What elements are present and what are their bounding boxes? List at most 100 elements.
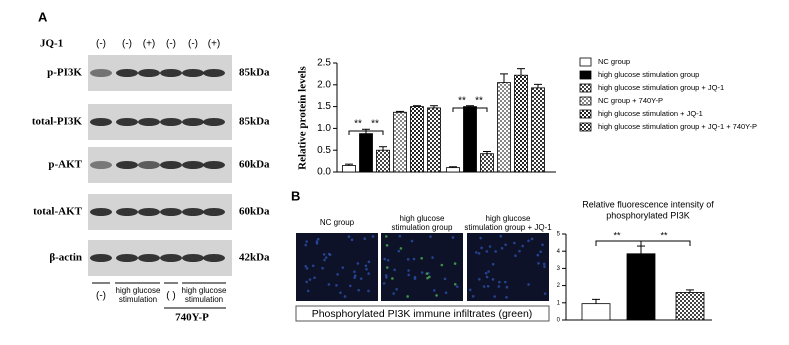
cell-dot xyxy=(353,276,356,279)
cell-dot xyxy=(341,266,345,269)
cell-dot xyxy=(444,291,448,295)
bar xyxy=(427,107,441,173)
bar xyxy=(446,167,460,173)
sig-bracket xyxy=(595,240,691,246)
fluorescence-image xyxy=(296,233,378,301)
cell-dot xyxy=(543,265,546,268)
blot-band xyxy=(160,69,182,77)
cell-dot xyxy=(491,262,495,266)
image-label: high glucose xyxy=(486,214,531,223)
cell-dot xyxy=(479,236,482,240)
bar xyxy=(581,303,611,321)
chart-title: phosphorylated PI3K xyxy=(606,210,690,220)
treatment-mark: (-) xyxy=(166,39,176,50)
blot-label: β-actin xyxy=(49,252,82,264)
blot-size: 85kDa xyxy=(239,67,270,79)
blot-band xyxy=(203,254,225,262)
bar xyxy=(410,106,424,173)
bar xyxy=(626,253,656,321)
cell-dot xyxy=(322,253,326,256)
legend-label: high glucose stimulation + JQ-1 xyxy=(598,109,703,118)
legend-swatch xyxy=(579,96,592,106)
cell-dot xyxy=(485,275,489,279)
y-tick-label: 2.0 xyxy=(317,79,331,90)
bar xyxy=(480,153,494,173)
cell-dot xyxy=(493,295,496,298)
image-label: high glucose xyxy=(400,214,445,223)
error-bar xyxy=(430,105,438,108)
group-label: high glucose xyxy=(182,286,227,295)
blot-size: 85kDa xyxy=(239,116,270,128)
error-bar xyxy=(592,298,600,304)
cell-dot xyxy=(542,262,546,266)
cell-dot xyxy=(371,235,375,238)
cell-dot xyxy=(455,285,459,288)
treatment-mark: (-) xyxy=(188,39,198,50)
cell-dot xyxy=(443,277,447,281)
treatment-mark: (+) xyxy=(208,39,221,50)
cell-dot xyxy=(367,260,371,264)
legend-label: high glucose stimulation group + JQ-1 + … xyxy=(598,122,757,131)
cell-dot xyxy=(468,288,472,292)
cell-dot xyxy=(486,284,490,288)
blot-band xyxy=(182,118,204,126)
blot-band xyxy=(182,161,204,169)
y-tick-label: 1 xyxy=(557,300,561,306)
bar xyxy=(463,106,477,173)
blot-band xyxy=(160,208,182,216)
error-bar xyxy=(500,73,508,83)
cell-dot xyxy=(482,285,486,288)
blot-label: p-AKT xyxy=(48,159,82,171)
cell-dot xyxy=(304,264,308,268)
y-tick-label: 4 xyxy=(557,249,561,255)
cell-dot xyxy=(391,277,394,280)
image-label: NC group xyxy=(320,218,355,227)
bar xyxy=(376,149,390,173)
cell-dot xyxy=(335,284,338,287)
treatment-mark: (-) xyxy=(122,39,132,50)
cell-dot xyxy=(475,251,478,254)
sig-bracket xyxy=(348,130,384,135)
blot-band xyxy=(138,254,160,262)
cell-dot xyxy=(321,266,324,270)
cell-dot xyxy=(305,240,308,243)
y-tick-label: 0.5 xyxy=(317,145,331,156)
sig-bracket xyxy=(452,107,488,112)
y-tick-label: 0 xyxy=(557,318,561,324)
cell-dot xyxy=(488,245,492,248)
significance: ** xyxy=(458,96,466,107)
cell-dot xyxy=(500,246,504,250)
legend-swatch xyxy=(579,70,592,80)
cell-dot xyxy=(385,276,388,279)
group-label: (-) xyxy=(96,291,106,302)
cell-dot xyxy=(359,277,363,280)
blot-band xyxy=(182,208,204,216)
cell-dot xyxy=(477,252,481,255)
cell-dot xyxy=(451,236,455,239)
cell-dot xyxy=(513,241,516,245)
cell-dot xyxy=(505,285,509,289)
cell-dot xyxy=(407,269,410,272)
image-label: stimulation group xyxy=(392,223,453,232)
cell-dot xyxy=(536,253,540,257)
chart-title: Relative fluorescence intensity of xyxy=(582,199,714,209)
blot-band xyxy=(182,69,204,77)
cell-dot xyxy=(440,263,444,267)
significance: ** xyxy=(475,96,483,107)
y-tick-label: 1.0 xyxy=(317,123,331,134)
cell-dot xyxy=(471,295,475,298)
cell-dot xyxy=(308,278,312,281)
cell-dot xyxy=(397,249,401,253)
cell-dot xyxy=(530,237,534,241)
caption: Phosphorylated PI3K immune infiltrates (… xyxy=(312,308,533,320)
image-label: stimulation group + JQ-1 xyxy=(464,223,552,232)
cell-dot xyxy=(365,267,368,271)
legend-label: NC group + 740Y-P xyxy=(598,96,663,105)
y-axis-label: Relative protein levels xyxy=(297,65,309,169)
cell-dot xyxy=(491,278,495,281)
blot-band xyxy=(90,69,112,77)
cell-dot xyxy=(514,254,517,258)
cell-dot xyxy=(480,246,483,250)
cell-dot xyxy=(313,276,316,280)
cell-dot xyxy=(386,258,390,262)
